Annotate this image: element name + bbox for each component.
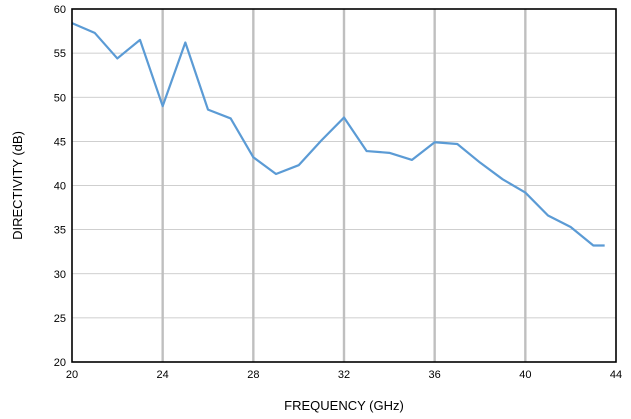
y-axis-title: DIRECTIVITY (dB) bbox=[10, 131, 25, 240]
y-tick-label-8: 60 bbox=[54, 4, 66, 16]
x-tick-label-5: 40 bbox=[519, 369, 531, 381]
grid-lines bbox=[72, 8, 616, 363]
series-line-directivity bbox=[71, 22, 605, 247]
y-tick-label-7: 55 bbox=[54, 48, 66, 60]
y-tick-label-3: 35 bbox=[54, 225, 66, 237]
y-tick-label-4: 40 bbox=[54, 181, 66, 193]
x-tick-label-6: 44 bbox=[610, 369, 622, 381]
x-tick-labels: 20 24 28 32 36 40 44 bbox=[66, 369, 622, 381]
x-tick-label-3: 32 bbox=[338, 369, 350, 381]
y-tick-label-1: 25 bbox=[54, 313, 66, 325]
x-tick-label-0: 20 bbox=[66, 369, 78, 381]
y-tick-label-2: 30 bbox=[54, 269, 66, 281]
y-tick-label-5: 45 bbox=[54, 136, 66, 148]
plot-frame bbox=[71, 8, 617, 363]
x-tick-label-2: 28 bbox=[247, 369, 259, 381]
x-tick-label-4: 36 bbox=[429, 369, 441, 381]
x-tick-label-1: 24 bbox=[157, 369, 169, 381]
y-tick-labels: 20 25 30 35 40 45 50 55 60 bbox=[54, 4, 66, 369]
y-tick-label-6: 50 bbox=[54, 92, 66, 104]
y-tick-label-0: 20 bbox=[54, 357, 66, 369]
x-axis-title: FREQUENCY (GHz) bbox=[284, 398, 404, 413]
